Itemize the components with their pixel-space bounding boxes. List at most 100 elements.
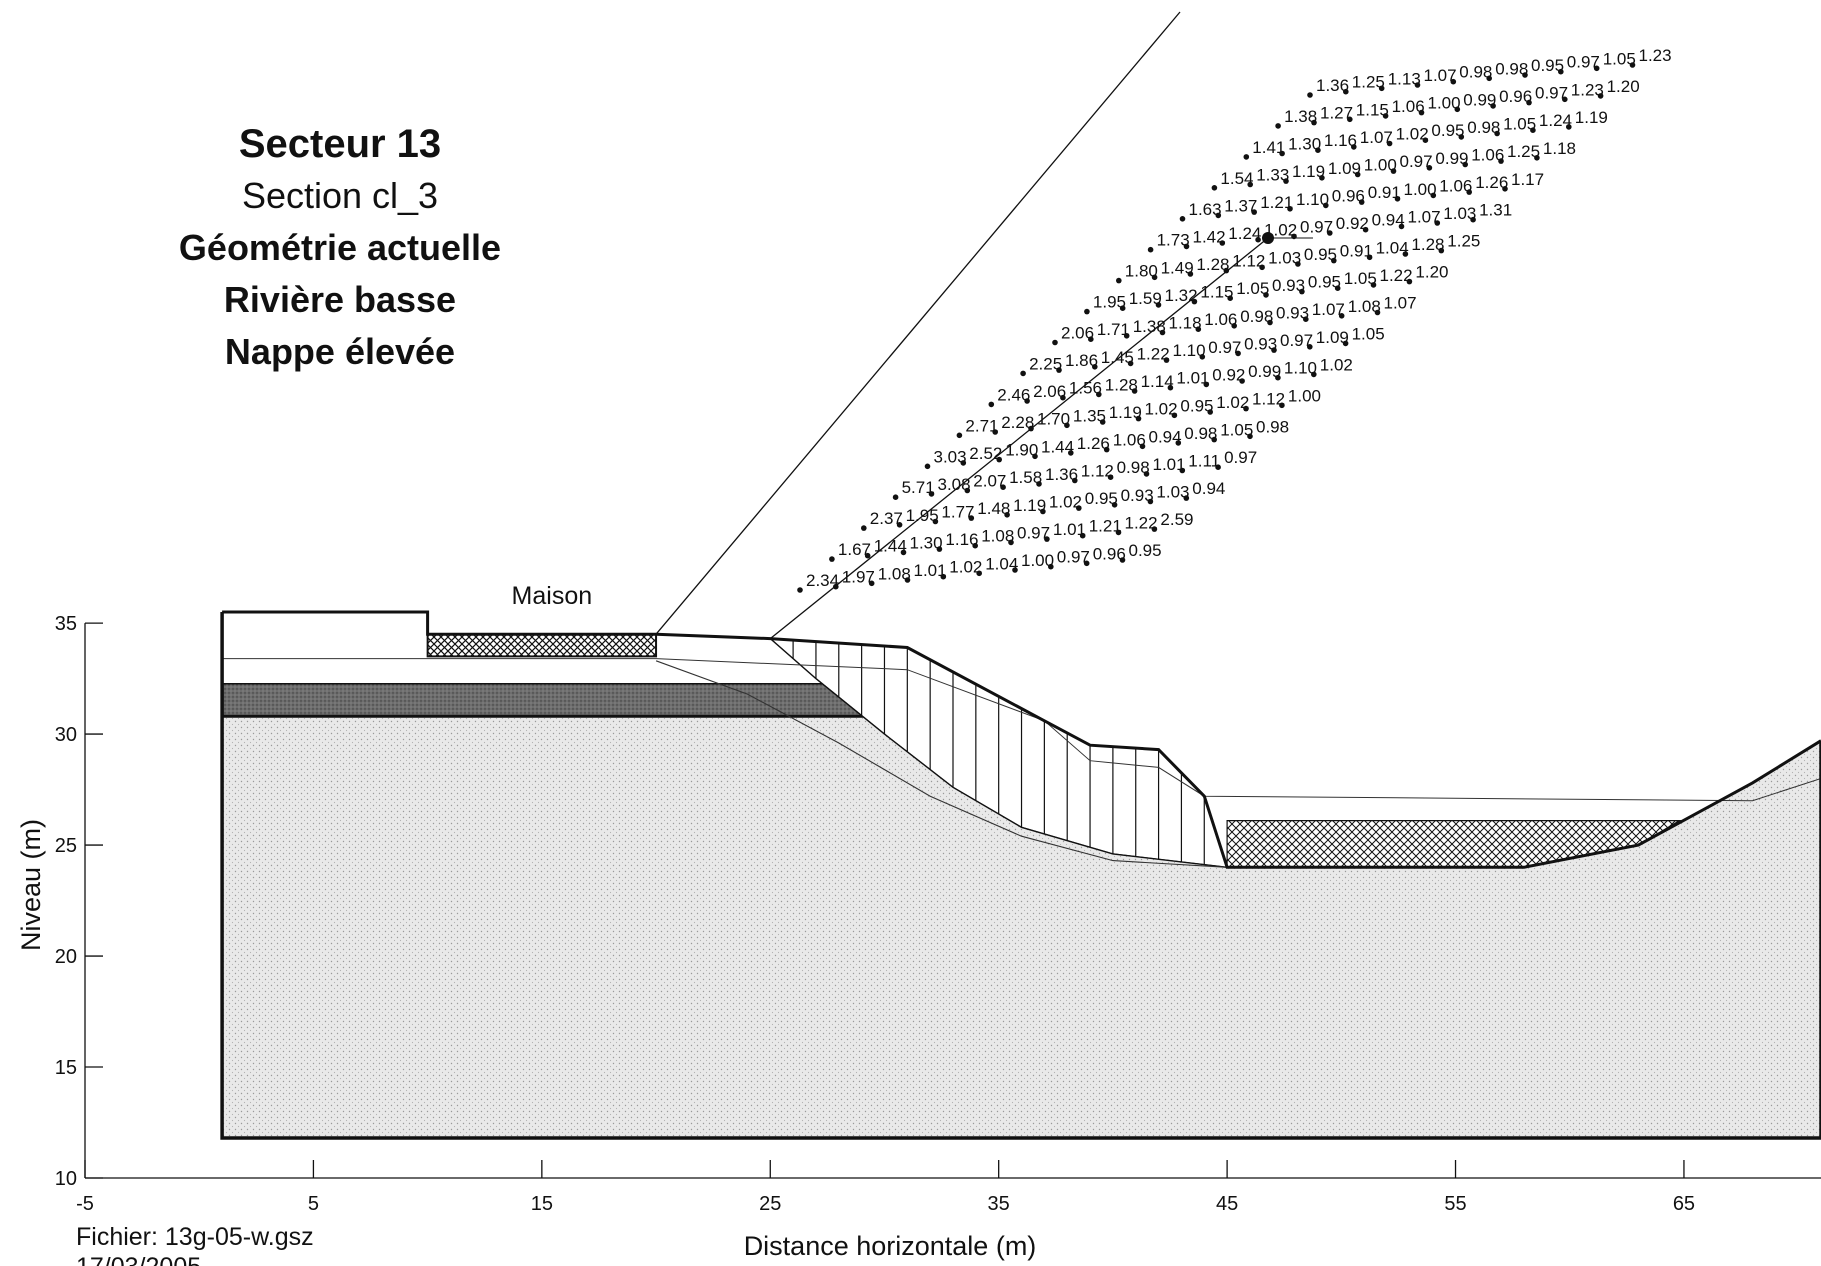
fs-value-label: 1.07 [1408, 207, 1441, 226]
fs-value-label: 3.03 [934, 447, 967, 466]
fs-value-label: 1.63 [1189, 200, 1222, 219]
fs-value-label: 1.00 [1021, 551, 1054, 570]
fs-grid-point [1338, 313, 1345, 319]
fs-grid-point [1024, 398, 1030, 404]
fs-value-label: 1.16 [1324, 131, 1357, 150]
fs-grid-point [1203, 381, 1210, 388]
fs-grid-point [1263, 292, 1269, 298]
fs-grid-point [956, 432, 963, 439]
y-tick-label: 30 [55, 724, 77, 746]
fs-value-label: 1.54 [1220, 169, 1253, 188]
fs-value-label: 1.38 [1284, 107, 1317, 126]
fs-grid-point [1119, 557, 1126, 563]
fs-grid-point [1347, 116, 1353, 123]
fs-value-label: 2.46 [997, 385, 1030, 404]
fs-value-label: 0.91 [1340, 242, 1373, 261]
fs-value-label: 0.98 [1467, 118, 1500, 137]
fs-grid-point [1183, 243, 1190, 250]
fs-value-label: 1.07 [1424, 66, 1457, 85]
fs-value-label: 1.77 [941, 503, 974, 522]
fs-grid-point [1462, 161, 1468, 168]
fs-value-label: 0.98 [1184, 424, 1217, 443]
fs-grid-point [1167, 384, 1174, 391]
fs-value-label: 0.97 [1208, 338, 1241, 357]
fs-grid-point [900, 549, 907, 556]
fs-value-label: 1.03 [1268, 248, 1301, 267]
fs-grid-point [1103, 446, 1110, 453]
fs-value-label: 0.98 [1240, 307, 1273, 326]
fs-value-label: 1.03 [1443, 204, 1476, 223]
fs-grid-point [1450, 78, 1457, 85]
fs-grid-point [868, 580, 875, 587]
fs-grid-point [1470, 216, 1476, 223]
fs-grid-point [1502, 186, 1508, 192]
fs-value-label: 1.15 [1200, 283, 1233, 302]
fs-grid-point [1629, 62, 1636, 68]
fs-value-label: 1.33 [1256, 166, 1289, 185]
fs-value-label: 1.12 [1081, 462, 1114, 481]
fs-value-label: 1.35 [1073, 406, 1106, 425]
fs-value-label: 1.27 [1320, 104, 1353, 123]
fs-grid-point [829, 556, 835, 562]
fs-value-label: 1.04 [1376, 238, 1409, 257]
fs-value-label: 1.44 [1041, 437, 1074, 456]
fs-value-label: 0.97 [1400, 152, 1433, 171]
fs-value-label: 0.92 [1336, 214, 1369, 233]
fs-grid-point [1303, 316, 1309, 323]
fs-value-label: 0.93 [1276, 304, 1309, 323]
fs-grid-point [1076, 505, 1082, 511]
fs-grid-point [1096, 391, 1102, 398]
fs-grid-point [1135, 415, 1142, 422]
fs-grid-point [1418, 109, 1425, 116]
fs-grid-point [1414, 82, 1421, 88]
fs-grid-point [1040, 508, 1046, 515]
fs-grid-point [1319, 175, 1325, 181]
fs-grid-point [1151, 526, 1158, 532]
river-condition-title: Rivière basse [223, 279, 457, 320]
fs-value-label: 0.93 [1244, 334, 1277, 353]
fs-grid-point [1092, 364, 1098, 370]
fs-grid-point [1402, 251, 1409, 257]
fs-value-label: 2.52 [969, 444, 1002, 463]
fs-grid-point [1088, 336, 1094, 343]
fs-value-label: 1.19 [1109, 403, 1142, 422]
fs-grid-point [1127, 360, 1134, 367]
fs-value-label: 1.07 [1360, 128, 1393, 147]
fs-value-label: 1.05 [1220, 421, 1253, 440]
fs-grid-point [1315, 147, 1321, 153]
fs-grid-point [1171, 412, 1178, 419]
fs-grid-point [1434, 220, 1441, 226]
fs-grid-point [1307, 92, 1313, 98]
fs-value-label: 1.01 [1053, 520, 1086, 539]
title-block: Secteur 13 Section cl_3 Géométrie actuel… [100, 118, 580, 378]
fs-grid-point [864, 552, 871, 559]
fs-value-label: 0.95 [1531, 56, 1564, 75]
fs-grid-point [1534, 155, 1540, 161]
fs-value-label: 1.09 [1328, 159, 1361, 178]
fs-value-label: 1.05 [1344, 269, 1377, 288]
fs-grid-point [1307, 344, 1313, 350]
fs-value-label: 0.98 [1459, 63, 1492, 82]
fs-value-label: 2.06 [1061, 324, 1094, 343]
fs-value-label: 2.71 [965, 416, 998, 435]
fs-grid-point [1239, 378, 1245, 384]
fs-grid-point [1271, 347, 1277, 353]
fs-grid-point [1036, 481, 1042, 487]
fs-grid-point [1215, 212, 1222, 219]
fs-value-label: 0.91 [1368, 183, 1401, 202]
file-info: Fichier: 13g-05-w.gsz 17/03/2005 [76, 1222, 314, 1266]
x-tick-label: 5 [308, 1193, 319, 1215]
x-tick-label: 65 [1673, 1193, 1695, 1215]
fs-value-label: 1.10 [1296, 190, 1329, 209]
water-table-line [222, 658, 1821, 802]
fs-grid-point [1211, 185, 1218, 191]
fs-value-label: 1.07 [1384, 294, 1417, 313]
fs-value-label: 1.16 [945, 530, 978, 549]
y-tick-label: 10 [55, 1168, 77, 1190]
fs-grid-point [988, 401, 995, 408]
fs-grid-point [797, 587, 803, 593]
fs-value-label: 1.26 [1475, 173, 1508, 192]
fs-value-label: 5.71 [902, 478, 935, 497]
fs-grid-point [1394, 196, 1401, 202]
fs-grid-point [1382, 113, 1389, 119]
